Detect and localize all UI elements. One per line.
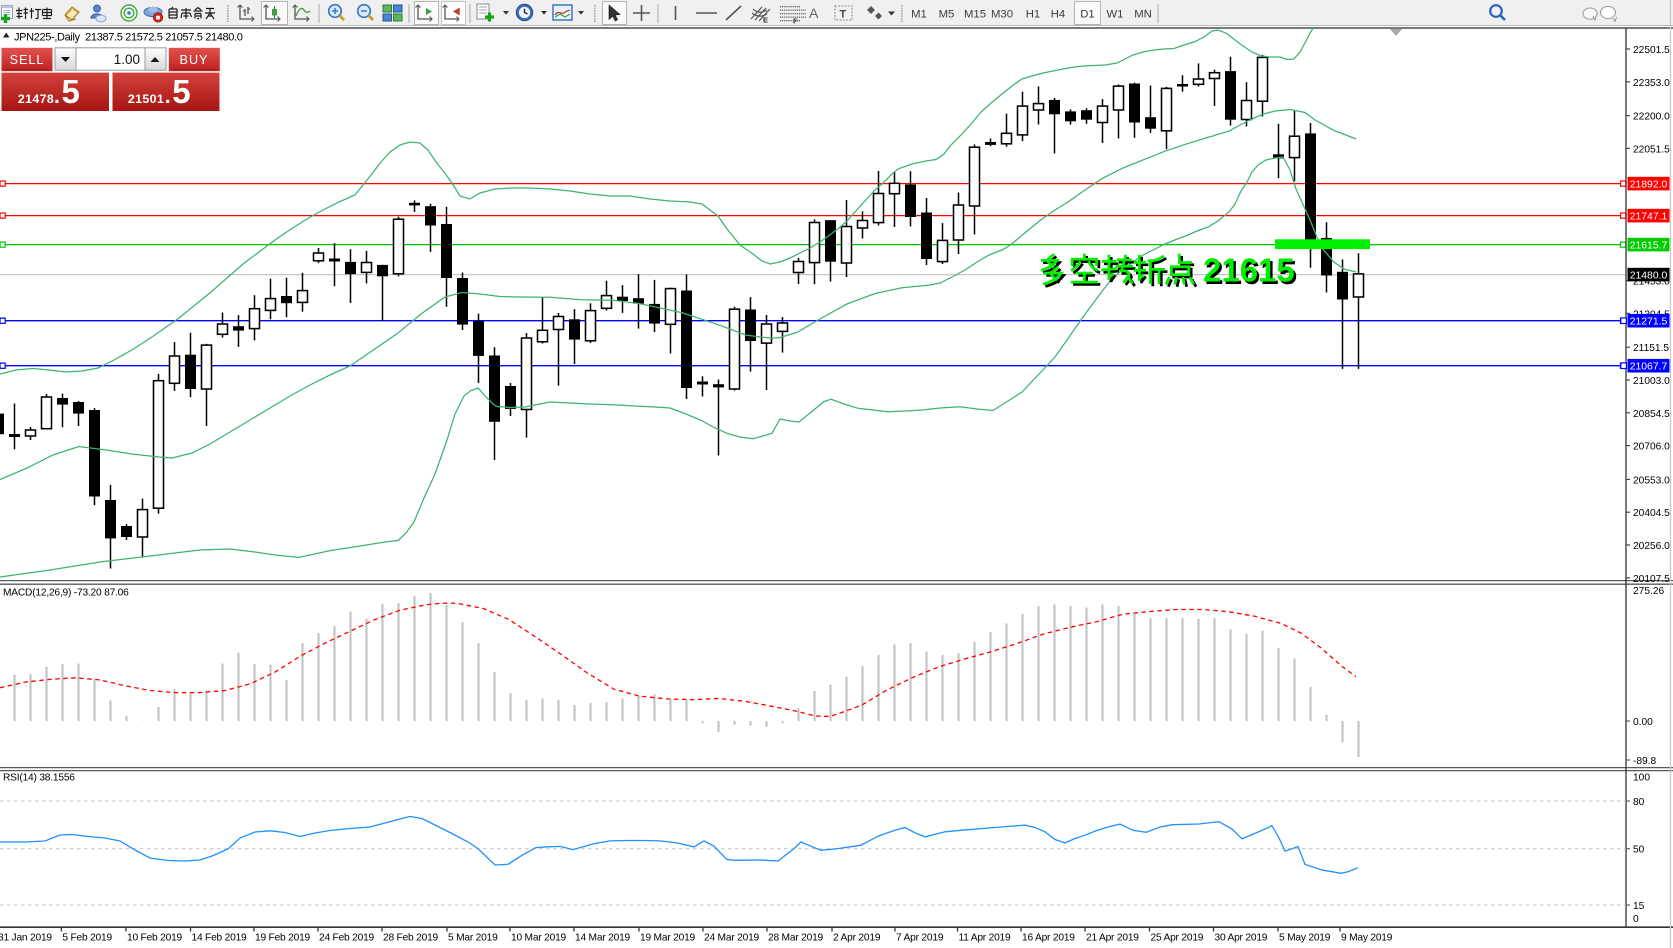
svg-text:BUY: BUY <box>180 53 209 67</box>
svg-text:16 Apr 2019: 16 Apr 2019 <box>1022 932 1075 943</box>
svg-text:21615.7: 21615.7 <box>1630 241 1668 252</box>
svg-text:0: 0 <box>1633 914 1639 925</box>
svg-text:100: 100 <box>1633 773 1650 784</box>
svg-text:A: A <box>809 5 819 21</box>
svg-text:21892.0: 21892.0 <box>1630 180 1668 191</box>
svg-text:20404.5: 20404.5 <box>1633 508 1670 519</box>
svg-text:21615: 21615 <box>1203 252 1295 289</box>
svg-text:MN: MN <box>1134 9 1152 21</box>
svg-text:20706.0: 20706.0 <box>1633 442 1670 453</box>
svg-text:21453.0: 21453.0 <box>1633 277 1670 288</box>
svg-text:5 May 2019: 5 May 2019 <box>1279 932 1331 943</box>
svg-text:D1: D1 <box>1080 9 1094 21</box>
svg-text:F: F <box>793 17 798 26</box>
svg-text:SELL: SELL <box>10 53 45 67</box>
svg-text:50: 50 <box>1633 845 1645 856</box>
svg-text:M5: M5 <box>939 9 955 21</box>
svg-text:M1: M1 <box>911 9 927 21</box>
svg-text:21615: 21615 <box>1205 254 1297 291</box>
svg-text:H1: H1 <box>1026 9 1040 21</box>
svg-text:5: 5 <box>62 73 80 110</box>
svg-text:W1: W1 <box>1107 9 1124 21</box>
svg-text:.: . <box>54 85 60 108</box>
svg-text:1.00: 1.00 <box>114 52 140 67</box>
svg-text:H4: H4 <box>1051 9 1065 21</box>
svg-text:2 Apr 2019: 2 Apr 2019 <box>833 932 881 943</box>
svg-text:21271.5: 21271.5 <box>1630 317 1668 328</box>
svg-text:9 May 2019: 9 May 2019 <box>1341 932 1393 943</box>
svg-text:21151.5: 21151.5 <box>1633 343 1669 354</box>
svg-text:5: 5 <box>172 73 190 110</box>
svg-text:80: 80 <box>1633 797 1645 808</box>
svg-text:20107.5: 20107.5 <box>1633 574 1670 585</box>
svg-text:RSI(14) 38.1556: RSI(14) 38.1556 <box>3 773 75 784</box>
svg-text:21747.1: 21747.1 <box>1630 212 1668 223</box>
svg-text:10 Feb 2019: 10 Feb 2019 <box>127 932 183 943</box>
svg-text:JPN225-,Daily 21387.5 21572.5: JPN225-,Daily 21387.5 21572.5 21057.5 21… <box>14 32 243 44</box>
svg-text:E: E <box>763 16 768 25</box>
svg-text:M15: M15 <box>964 9 986 21</box>
svg-text:T: T <box>840 9 847 21</box>
svg-text:25 Apr 2019: 25 Apr 2019 <box>1151 932 1204 943</box>
svg-text:MACD(12,26,9) -73.20 87.06: MACD(12,26,9) -73.20 87.06 <box>3 588 129 599</box>
svg-text:24 Mar 2019: 24 Mar 2019 <box>704 932 760 943</box>
svg-text:11 Apr 2019: 11 Apr 2019 <box>959 932 1012 943</box>
svg-text:15: 15 <box>1633 901 1645 912</box>
svg-text:31 Jan 2019: 31 Jan 2019 <box>0 932 52 943</box>
svg-text:19 Mar 2019: 19 Mar 2019 <box>640 932 696 943</box>
svg-text:22501.5: 22501.5 <box>1633 45 1670 56</box>
svg-text:22051.5: 22051.5 <box>1633 144 1670 155</box>
svg-text:20256.0: 20256.0 <box>1633 541 1670 552</box>
svg-text:30 Apr 2019: 30 Apr 2019 <box>1215 932 1268 943</box>
svg-text:10 Mar 2019: 10 Mar 2019 <box>511 932 567 943</box>
svg-text:7 Apr 2019: 7 Apr 2019 <box>896 932 944 943</box>
svg-text:21478: 21478 <box>18 92 54 106</box>
svg-text:14 Mar 2019: 14 Mar 2019 <box>575 932 631 943</box>
svg-text:19 Feb 2019: 19 Feb 2019 <box>255 932 311 943</box>
svg-text:M30: M30 <box>991 9 1013 21</box>
svg-text:28 Mar 2019: 28 Mar 2019 <box>768 932 824 943</box>
svg-text:22200.0: 22200.0 <box>1633 112 1670 123</box>
svg-text:-89.8: -89.8 <box>1633 756 1657 767</box>
svg-text:.: . <box>165 85 171 108</box>
svg-text:21480.0: 21480.0 <box>1630 271 1668 282</box>
svg-text:20854.5: 20854.5 <box>1633 409 1670 420</box>
svg-text:24 Feb 2019: 24 Feb 2019 <box>319 932 375 943</box>
svg-text:21067.7: 21067.7 <box>1630 362 1668 373</box>
svg-text:21 Apr 2019: 21 Apr 2019 <box>1086 932 1139 943</box>
svg-text:20553.0: 20553.0 <box>1633 475 1670 486</box>
svg-text:5 Feb 2019: 5 Feb 2019 <box>62 932 112 943</box>
svg-text:275.26: 275.26 <box>1633 586 1664 597</box>
svg-text:28 Feb 2019: 28 Feb 2019 <box>383 932 439 943</box>
svg-text:22353.0: 22353.0 <box>1633 78 1670 89</box>
svg-text:5 Mar 2019: 5 Mar 2019 <box>448 932 498 943</box>
svg-text:21501: 21501 <box>128 92 164 106</box>
svg-text:14 Feb 2019: 14 Feb 2019 <box>192 932 248 943</box>
svg-text:0.00: 0.00 <box>1633 717 1653 728</box>
svg-text:21003.0: 21003.0 <box>1633 376 1670 387</box>
